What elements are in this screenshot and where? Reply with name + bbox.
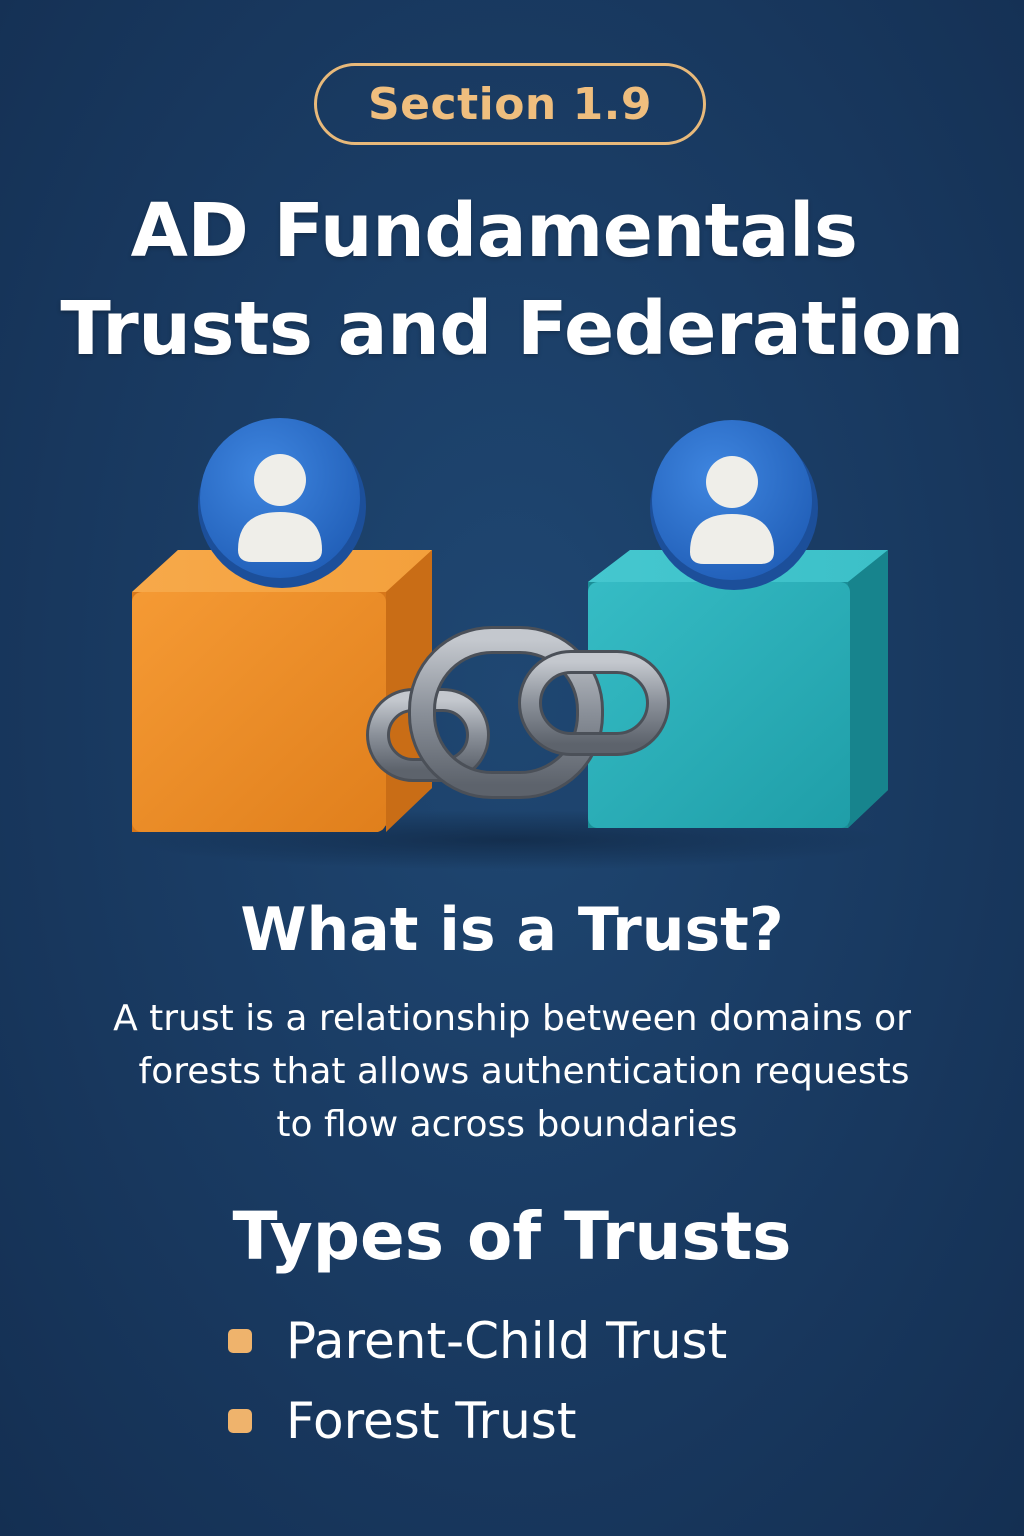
section-badge: Section 1.9	[314, 63, 706, 145]
what-is-trust-heading: What is a Trust?	[240, 895, 784, 965]
trust-description-line-3: to flow across boundaries	[276, 1104, 738, 1145]
page-title-line-2: Trusts and Federation	[60, 286, 964, 372]
trust-types-list: Parent-Child Trust Forest Trust	[228, 1310, 727, 1470]
bullet-square-icon	[228, 1409, 252, 1433]
types-of-trusts-heading: Types of Trusts	[232, 1198, 792, 1275]
trust-illustration	[130, 418, 890, 870]
bullet-square-icon	[228, 1329, 252, 1353]
trust-description-line-1: A trust is a relationship between domain…	[113, 998, 911, 1039]
chain-link-icon	[366, 626, 670, 799]
list-item: Forest Trust	[228, 1390, 727, 1452]
domain-block-teal	[588, 550, 888, 828]
user-icon	[198, 418, 366, 588]
page-title-line-1: AD Fundamentals	[130, 188, 858, 274]
user-icon	[650, 420, 818, 590]
trust-description: A trust is a relationship between domain…	[60, 992, 964, 1151]
list-item-label: Parent-Child Trust	[286, 1312, 728, 1370]
list-item: Parent-Child Trust	[228, 1310, 727, 1372]
trust-description-line-2: forests that allows authentication reque…	[138, 1051, 910, 1092]
list-item-label: Forest Trust	[286, 1392, 577, 1450]
domain-block-orange	[132, 550, 432, 832]
